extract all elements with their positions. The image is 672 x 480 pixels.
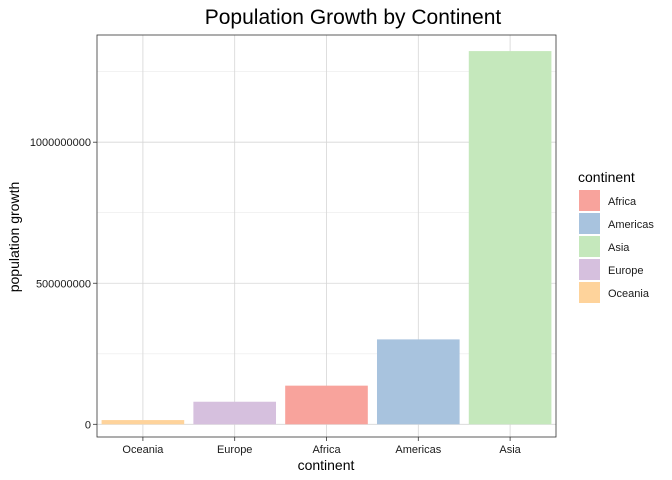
bars <box>101 51 552 425</box>
y-tick-label: 500000000 <box>36 278 91 290</box>
bar-americas <box>376 339 460 425</box>
y-tick-label: 1000000000 <box>30 137 91 149</box>
legend: continent Africa Americas Asia Europe Oceani… <box>578 169 654 303</box>
chart-title: Population Growth by Continent <box>205 6 502 29</box>
x-tick-label: Asia <box>499 444 521 456</box>
x-tick-label: Americas <box>395 444 441 456</box>
x-tick-label: Africa <box>312 444 341 456</box>
legend-key-americas <box>579 213 600 234</box>
x-tick-label: Europe <box>217 444 252 456</box>
legend-key-europe <box>579 259 600 280</box>
y-axis: 0 500000000 1000000000 <box>30 137 97 431</box>
legend-label-oceania: Oceania <box>608 288 650 300</box>
bar-oceania <box>101 420 185 425</box>
legend-label-europe: Europe <box>608 265 643 277</box>
bar-europe <box>193 401 277 425</box>
y-axis-title: population growth <box>6 182 22 293</box>
x-tick-label: Oceania <box>122 444 164 456</box>
legend-key-oceania <box>579 282 600 303</box>
x-axis: Oceania Europe Africa Americas Asia <box>122 437 522 456</box>
legend-key-asia <box>579 236 600 257</box>
bar-asia <box>468 51 552 425</box>
legend-title: continent <box>578 169 635 185</box>
y-tick-label: 0 <box>85 419 91 431</box>
legend-label-africa: Africa <box>608 196 637 208</box>
legend-label-asia: Asia <box>608 242 630 254</box>
bar-africa <box>285 385 368 425</box>
legend-key-africa <box>579 190 600 211</box>
x-axis-title: continent <box>298 457 355 473</box>
plot-panel <box>96 34 557 438</box>
legend-label-americas: Americas <box>608 219 654 231</box>
